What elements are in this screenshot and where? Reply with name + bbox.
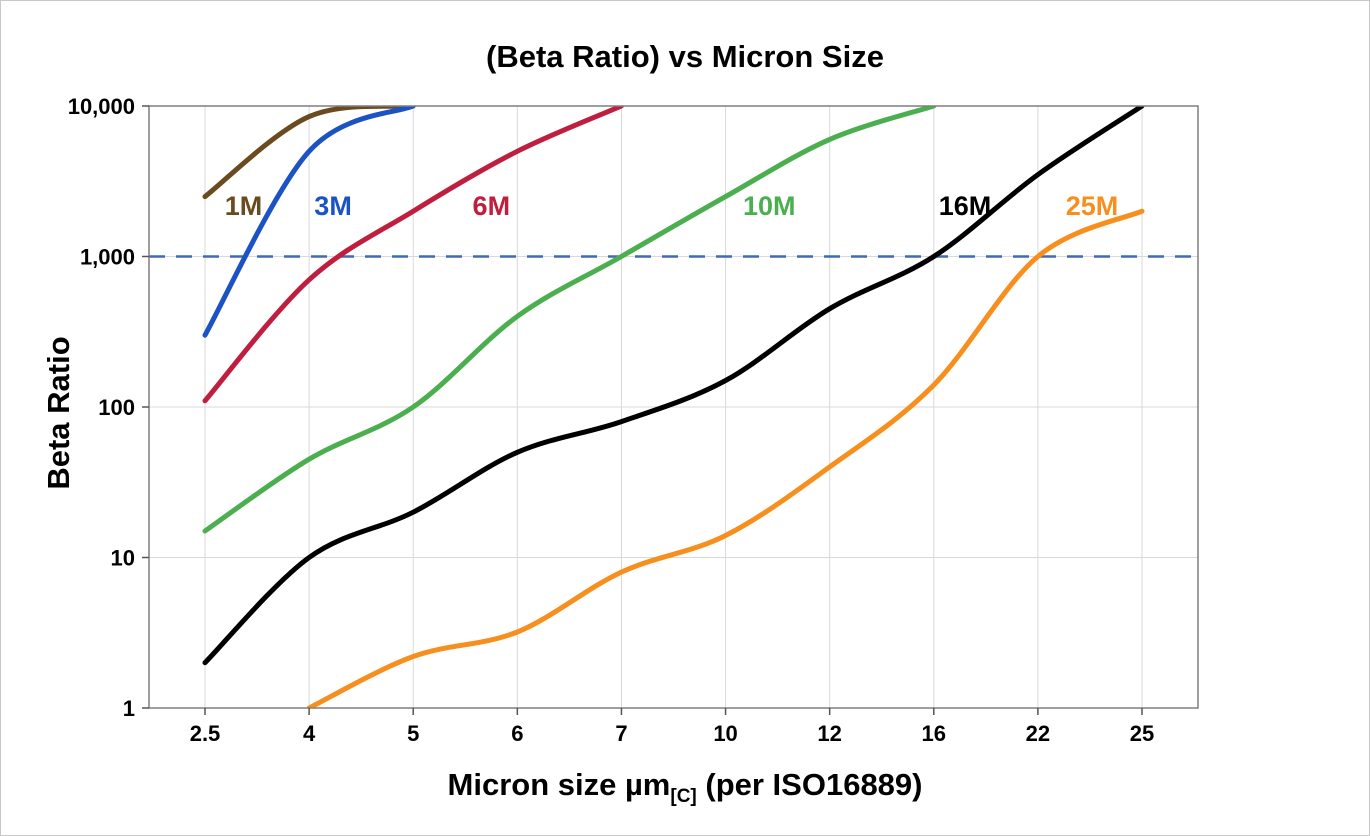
series-label-1M: 1M xyxy=(225,191,263,221)
x-tick-label: 5 xyxy=(407,721,419,746)
x-tick-label: 25 xyxy=(1130,721,1154,746)
curve-25M xyxy=(306,208,1145,708)
x-tick-label: 2.5 xyxy=(190,721,221,746)
x-tick-label: 22 xyxy=(1026,721,1050,746)
series-label-3M: 3M xyxy=(314,191,352,221)
curve-6M xyxy=(202,106,624,404)
curve-3M xyxy=(202,106,416,338)
curve-16M xyxy=(202,106,1145,666)
x-tick-label: 4 xyxy=(303,721,316,746)
series-label-16M: 16M xyxy=(939,191,992,221)
x-axis-label-subscript: [C] xyxy=(670,786,697,807)
series-label-6M: 6M xyxy=(473,191,511,221)
y-tick-label: 1,000 xyxy=(80,245,135,270)
y-tick-label: 10 xyxy=(111,546,135,571)
x-tick-label: 7 xyxy=(615,721,627,746)
y-tick-label: 100 xyxy=(98,395,135,420)
x-tick-label: 10 xyxy=(713,721,737,746)
curve-10M xyxy=(202,106,937,534)
x-tick-label: 12 xyxy=(817,721,841,746)
x-axis-label: Micron size µm[C] (per ISO16889) xyxy=(1,767,1369,807)
x-axis-label-prefix: Micron size µm xyxy=(447,767,671,802)
series-label-10M: 10M xyxy=(743,191,796,221)
x-tick-label: 6 xyxy=(511,721,523,746)
chart-title: (Beta Ratio) vs Micron Size xyxy=(486,39,884,74)
y-tick-label: 10,000 xyxy=(68,94,135,119)
x-tick-label: 16 xyxy=(922,721,946,746)
y-tick-label: 1 xyxy=(123,696,135,721)
x-axis-label-suffix: (per ISO16889) xyxy=(696,767,923,802)
series-label-25M: 25M xyxy=(1066,191,1119,221)
